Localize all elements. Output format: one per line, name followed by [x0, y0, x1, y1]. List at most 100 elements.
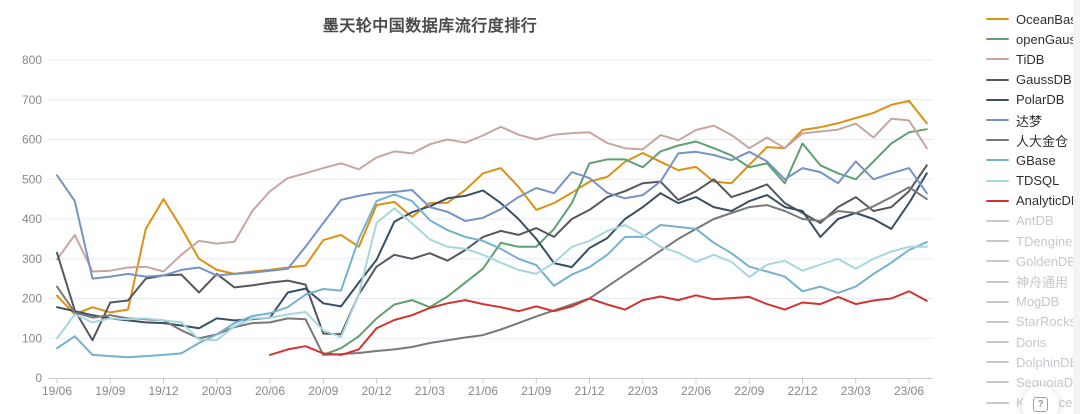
x-tick-label: 20/09: [308, 384, 338, 398]
x-tick-label: 21/06: [468, 384, 498, 398]
y-tick-label: 500: [22, 172, 42, 186]
legend-item-TDengine[interactable]: TDengine: [986, 231, 1080, 251]
legend-marker: [986, 38, 1009, 41]
legend-marker: [986, 98, 1009, 101]
legend-item-达梦[interactable]: 达梦: [986, 110, 1080, 130]
legend-item-Doris[interactable]: Doris: [986, 332, 1080, 352]
x-tick-label: 22/03: [628, 384, 658, 398]
legend-marker: [986, 58, 1009, 61]
legend: OceanBase openGauss TiDB GaussDB PolarDB 达梦人大…: [986, 9, 1080, 413]
y-tick-label: 400: [22, 212, 42, 226]
x-tick-label: 20/03: [202, 384, 232, 398]
y-tick-label: 800: [22, 53, 42, 67]
series-line-达梦[interactable]: [56, 150, 928, 280]
series-line-TiDB[interactable]: [56, 117, 928, 273]
x-tick-label: 22/12: [787, 384, 817, 398]
x-tick-label: 23/06: [894, 384, 924, 398]
x-tick-label: 19/06: [42, 384, 72, 398]
x-tick-label: 22/06: [681, 384, 711, 398]
legend-item-TiDB[interactable]: TiDB: [986, 49, 1080, 69]
chart-title: 墨天轮中国数据库流行度排行: [322, 18, 538, 35]
legend-marker: [986, 260, 1009, 263]
legend-item-人大金仓[interactable]: 人大金仓: [986, 130, 1080, 150]
legend-label: OceanBase: [1016, 11, 1080, 27]
legend-label: TDengine: [1016, 233, 1073, 249]
x-tick-label: 19/12: [148, 384, 178, 398]
series-line-人大金仓[interactable]: [56, 186, 928, 356]
legend-marker: [986, 401, 1009, 404]
legend-item-PolarDB[interactable]: PolarDB: [986, 90, 1080, 110]
x-tick-label: 20/12: [361, 384, 391, 398]
legend-label: 达梦: [1016, 113, 1043, 129]
legend-label: GaussDB: [1016, 72, 1072, 88]
legend-marker: [986, 280, 1009, 283]
x-tick-label: 21/12: [574, 384, 604, 398]
legend-label: AntDB: [1016, 213, 1054, 229]
legend-item-GaussDB[interactable]: GaussDB: [986, 70, 1080, 90]
x-tick-label: 22/09: [734, 384, 764, 398]
y-tick-label: 600: [22, 133, 42, 147]
legend-item-openGauss[interactable]: openGauss: [986, 29, 1080, 49]
help-button[interactable]: ?: [1022, 386, 1059, 414]
series-line-PolarDB[interactable]: [56, 172, 928, 330]
legend-marker: [986, 78, 1009, 81]
legend-item-AnalyticDB[interactable]: AnalyticDB: [986, 191, 1080, 211]
legend-marker: [986, 361, 1009, 364]
legend-item-MogDB[interactable]: MogDB: [986, 292, 1080, 312]
legend-marker: [986, 179, 1009, 182]
legend-label: 神舟通用: [1016, 275, 1069, 291]
y-tick-label: 300: [22, 252, 42, 266]
right-edge-strip: [1073, 0, 1080, 414]
legend-item-OceanBase[interactable]: OceanBase: [986, 9, 1080, 29]
legend-label: SequoiaDB: [1016, 374, 1080, 390]
series-line-TDSQL[interactable]: [56, 207, 928, 342]
legend-label: 人大金仓: [1016, 133, 1069, 149]
legend-marker: [986, 341, 1009, 344]
legend-marker: [986, 159, 1009, 162]
legend-item-DolphinDB[interactable]: DolphinDB: [986, 352, 1080, 372]
x-tick-label: 19/09: [95, 384, 125, 398]
legend-label: PolarDB: [1016, 92, 1065, 108]
legend-label: AnalyticDB: [1016, 193, 1080, 209]
legend-marker: [986, 18, 1009, 21]
legend-item-神舟通用[interactable]: 神舟通用: [986, 271, 1080, 291]
legend-label: StarRocks: [1016, 314, 1076, 330]
legend-marker: [986, 320, 1009, 323]
legend-marker: [986, 139, 1009, 142]
x-tick-label: 23/03: [841, 384, 871, 398]
x-tick-label: 21/09: [521, 384, 551, 398]
legend-label: GoldenDB: [1016, 253, 1076, 269]
legend-item-GoldenDB[interactable]: GoldenDB: [986, 251, 1080, 271]
y-tick-label: 0: [35, 371, 42, 385]
series-line-OceanBase[interactable]: [56, 99, 928, 316]
legend-label: TiDB: [1016, 51, 1045, 67]
series-line-GBase[interactable]: [56, 193, 928, 359]
series-line-GaussDB[interactable]: [56, 164, 928, 342]
legend-item-GBase[interactable]: GBase: [986, 150, 1080, 170]
series-line-AnalyticDB[interactable]: [269, 290, 928, 356]
legend-marker: [986, 240, 1009, 243]
legend-label: Doris: [1016, 334, 1047, 350]
legend-label: GBase: [1016, 152, 1056, 168]
legend-item-TDSQL[interactable]: TDSQL: [986, 171, 1080, 191]
legend-marker: [986, 199, 1009, 202]
legend-marker: [986, 300, 1009, 303]
legend-marker: [986, 119, 1009, 122]
y-tick-label: 700: [22, 93, 42, 107]
legend-label: openGauss: [1016, 31, 1080, 47]
x-tick-label: 20/06: [255, 384, 285, 398]
legend-label: TDSQL: [1016, 173, 1060, 189]
series-line-openGauss[interactable]: [322, 128, 928, 356]
legend-marker: [986, 381, 1009, 384]
legend-item-StarRocks[interactable]: StarRocks: [986, 312, 1080, 332]
y-tick-label: 200: [22, 292, 42, 306]
legend-label: MogDB: [1016, 294, 1060, 310]
legend-item-AntDB[interactable]: AntDB: [986, 211, 1080, 231]
legend-label: DolphinDB: [1016, 354, 1079, 370]
x-tick-label: 21/03: [415, 384, 445, 398]
legend-marker: [986, 219, 1009, 222]
legend-item-SequoiaDB[interactable]: SequoiaDB: [986, 372, 1080, 392]
y-tick-label: 100: [22, 331, 42, 345]
